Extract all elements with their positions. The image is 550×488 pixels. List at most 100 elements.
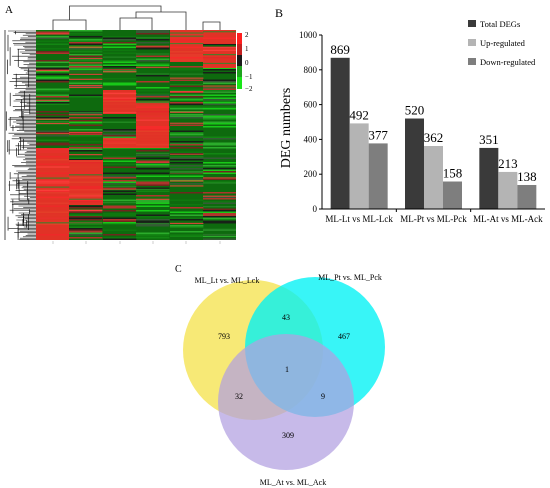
heatmap-cell bbox=[203, 147, 236, 149]
heatmap-cell bbox=[136, 73, 170, 75]
heatmap-cell bbox=[170, 108, 204, 110]
heatmap-cell bbox=[136, 66, 170, 68]
heatmap-cell bbox=[203, 90, 236, 92]
heatmap-cell bbox=[136, 90, 170, 92]
heatmap-cell bbox=[136, 33, 170, 35]
heatmap-cell bbox=[69, 129, 103, 131]
heatmap-cell bbox=[203, 216, 236, 218]
heatmap-cell bbox=[170, 172, 204, 174]
y-axis: 0 200 400 600 800 1000 bbox=[299, 30, 322, 214]
heatmap-cell bbox=[36, 100, 70, 102]
heatmap-cell bbox=[203, 178, 236, 180]
heatmap-cell bbox=[170, 175, 204, 177]
heatmap-cell bbox=[203, 238, 236, 240]
heatmap-cell bbox=[170, 88, 204, 90]
heatmap-cell bbox=[69, 209, 103, 211]
heatmap-cell bbox=[136, 175, 170, 177]
heatmap-cell bbox=[103, 189, 137, 191]
bar-value-label: 138 bbox=[517, 169, 537, 184]
heatmap-cell bbox=[170, 168, 204, 170]
heatmap-cell bbox=[136, 31, 170, 33]
heatmap-cell bbox=[136, 96, 170, 98]
heatmap-cell bbox=[136, 64, 170, 66]
heatmap-cell bbox=[203, 157, 236, 159]
heatmap-cell bbox=[36, 182, 70, 184]
heatmap-cell bbox=[69, 36, 103, 38]
heatmap-cell bbox=[136, 184, 170, 186]
heatmap-red-block bbox=[103, 138, 136, 148]
heatmap-cell bbox=[69, 112, 103, 114]
heatmap-cell bbox=[69, 30, 103, 32]
heatmap-cell bbox=[69, 121, 103, 123]
heatmap-cell bbox=[69, 144, 103, 146]
heatmap-cell bbox=[103, 36, 137, 38]
heatmap-cell bbox=[170, 157, 204, 159]
heatmap-cell bbox=[69, 148, 103, 150]
heatmap-cell bbox=[203, 142, 236, 144]
heatmap-cell bbox=[103, 39, 137, 41]
heatmap-cell bbox=[203, 229, 236, 232]
heatmap-cell bbox=[170, 234, 204, 236]
heatmap-cell bbox=[69, 45, 103, 47]
heatmap-cell bbox=[69, 59, 103, 61]
heatmap-cell bbox=[136, 205, 170, 207]
heatmap-cell bbox=[203, 192, 236, 194]
heatmap-cell bbox=[170, 90, 204, 92]
heatmap-cell bbox=[103, 184, 137, 186]
bar-up bbox=[424, 146, 443, 209]
y-tick-label: 1000 bbox=[299, 30, 318, 40]
heatmap-cell bbox=[136, 30, 170, 32]
heatmap-cell bbox=[69, 64, 103, 66]
heatmap-cell bbox=[69, 67, 103, 70]
heatmap-cell bbox=[36, 51, 70, 53]
heatmap-cell bbox=[136, 198, 170, 200]
heatmap-cell bbox=[170, 96, 204, 98]
heatmap-cell bbox=[170, 99, 204, 101]
heatmap-cell bbox=[69, 157, 103, 159]
heatmap-cell bbox=[170, 222, 204, 225]
heatmap-cell bbox=[203, 115, 236, 117]
heatmap-cell bbox=[103, 229, 137, 231]
heatmap-cell bbox=[36, 133, 70, 135]
heatmap-cell bbox=[103, 52, 137, 54]
heatmap-cell bbox=[203, 106, 236, 108]
column-dendrogram bbox=[52, 5, 221, 30]
heatmap-cell bbox=[36, 132, 70, 134]
heatmap-red-block bbox=[203, 62, 236, 68]
legend-label-up: Up-regulated bbox=[480, 38, 526, 48]
heatmap-cell bbox=[203, 88, 236, 90]
heatmap-cell bbox=[103, 180, 137, 182]
heatmap-cell bbox=[203, 81, 236, 83]
heatmap-cell bbox=[203, 100, 236, 102]
x-category-label: ML-Lt vs ML-Lck bbox=[325, 214, 393, 224]
heatmap-cell bbox=[103, 49, 137, 51]
heatmap-cell bbox=[103, 37, 137, 39]
heatmap-cell bbox=[203, 181, 236, 183]
heatmap-cell bbox=[69, 133, 103, 135]
heatmap-cell bbox=[69, 205, 103, 207]
heatmap-cell bbox=[103, 177, 137, 179]
heatmap-cell bbox=[69, 62, 103, 64]
heatmap-cell bbox=[170, 180, 204, 182]
heatmap-cell bbox=[170, 166, 204, 168]
heatmap-cell bbox=[136, 163, 170, 165]
heatmap-cell bbox=[69, 84, 103, 87]
heatmap-cell bbox=[136, 235, 170, 237]
heatmap-cell bbox=[103, 223, 137, 225]
heatmap-cell bbox=[69, 46, 103, 48]
y-tick-label: 600 bbox=[304, 100, 318, 110]
heatmap-cell bbox=[103, 217, 137, 219]
heatmap-cell bbox=[136, 190, 170, 192]
heatmap-cell bbox=[170, 111, 204, 113]
heatmap-cell bbox=[103, 205, 137, 207]
heatmap-cell bbox=[170, 214, 204, 216]
heatmap-cell bbox=[136, 181, 170, 183]
heatmap-cell bbox=[136, 234, 170, 236]
heatmap-cell bbox=[203, 214, 236, 216]
heatmap-cell bbox=[69, 150, 103, 152]
heatmap-cell bbox=[69, 94, 103, 96]
venn-count-at-only: 309 bbox=[282, 431, 294, 440]
x-category-label: ML-At vs ML-Ack bbox=[473, 214, 543, 224]
venn-count-lt-only: 793 bbox=[218, 332, 230, 341]
